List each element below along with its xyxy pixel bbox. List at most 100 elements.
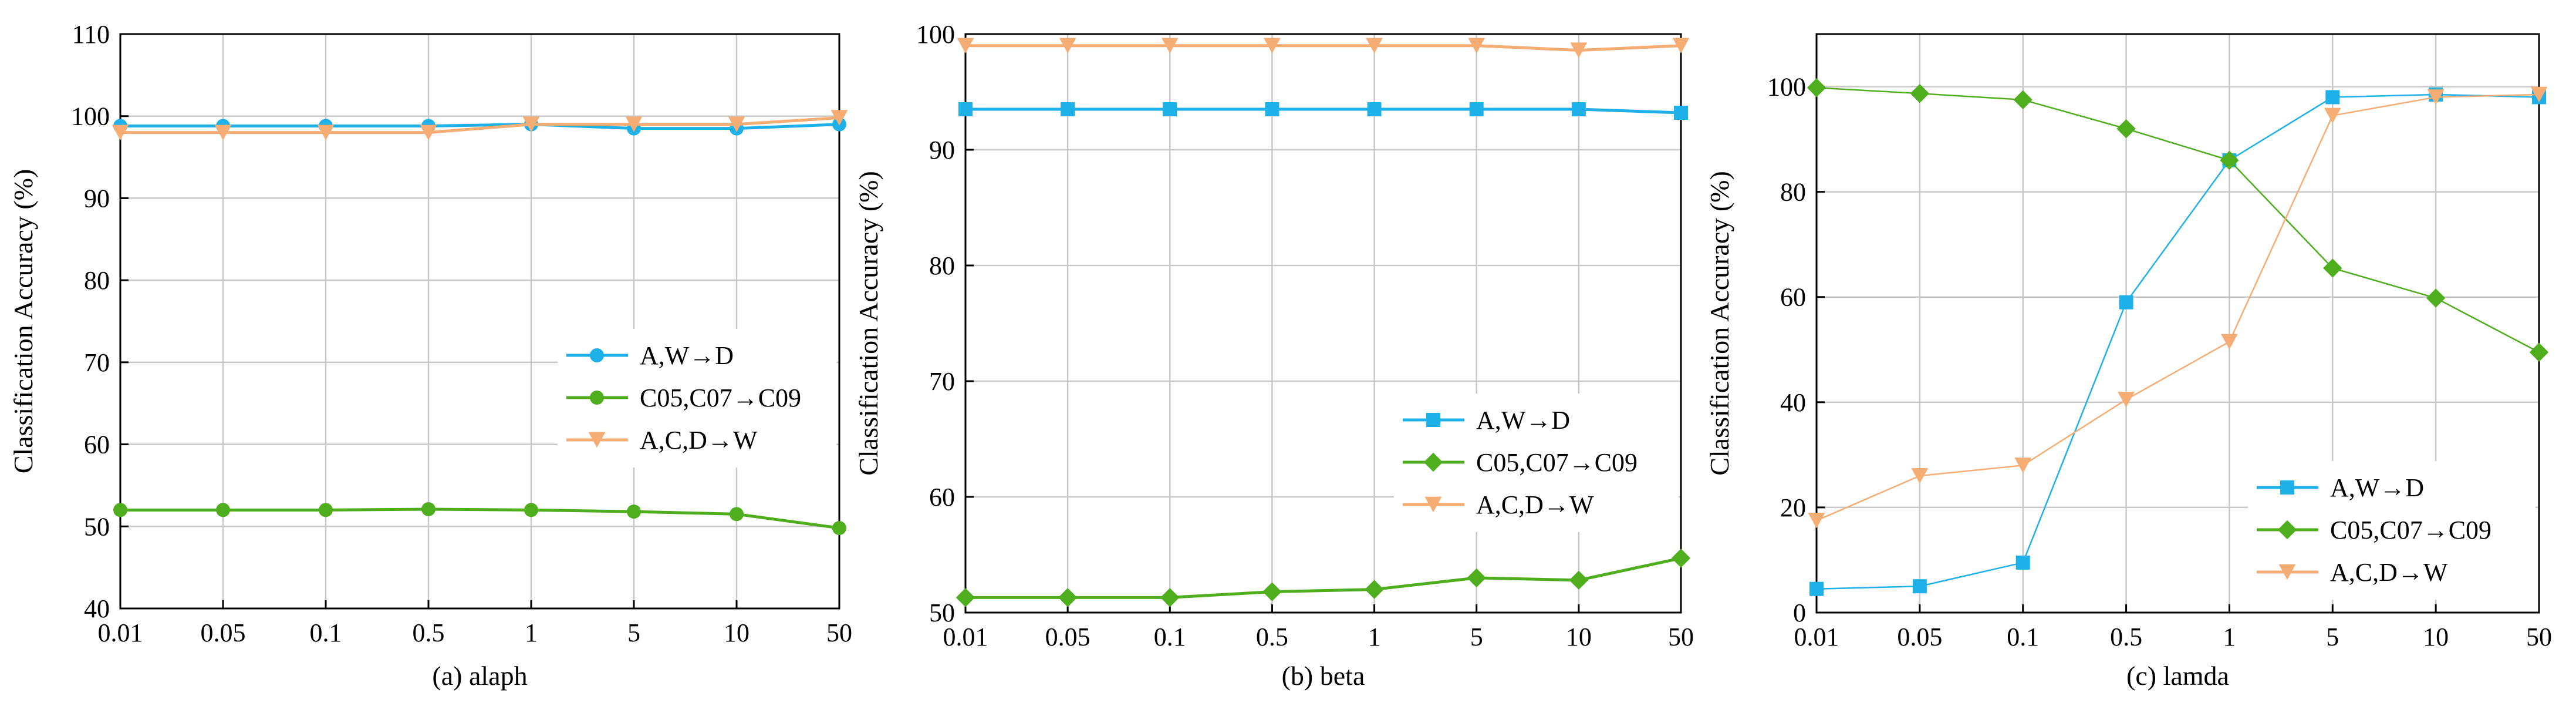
- data-point: [2118, 392, 2135, 408]
- series-line: [1816, 93, 2540, 522]
- data-point: [319, 503, 333, 517]
- data-point: [2324, 107, 2341, 123]
- data-point: [625, 116, 643, 132]
- y-tick-label: 70: [929, 367, 955, 396]
- y-tick-label: 50: [929, 598, 955, 627]
- x-tick-label: 0.01: [98, 618, 143, 647]
- data-point: [1059, 38, 1076, 53]
- legend-marker: [2278, 564, 2296, 580]
- data-point: [1671, 549, 1691, 568]
- legend-label: A,C,D→W: [640, 426, 758, 455]
- data-point: [421, 502, 435, 516]
- data-point: [627, 505, 641, 519]
- data-point: [214, 125, 232, 140]
- x-tick-label: 10: [1566, 623, 1592, 651]
- series-line: [965, 556, 1682, 599]
- y-tick-label: 50: [84, 512, 110, 541]
- data-point: [1809, 581, 1824, 596]
- data-point: [2013, 90, 2033, 110]
- data-point: [1161, 38, 1179, 53]
- data-point: [830, 110, 848, 126]
- x-tick-label: 10: [724, 618, 749, 647]
- data-point: [1672, 38, 1690, 53]
- legend-marker: [1426, 413, 1440, 427]
- data-point: [1367, 102, 1382, 117]
- data-point: [728, 116, 745, 132]
- legend: A,W→D C05,C07→C09 A,C,D→W: [2248, 461, 2536, 600]
- x-tick-label: 0.5: [2110, 623, 2142, 651]
- series-1: [113, 502, 846, 536]
- plot-frame: [1815, 33, 2540, 614]
- series-2: [957, 38, 1690, 58]
- x-tick-label: 1: [1368, 623, 1381, 651]
- y-tick-label: 60: [1780, 283, 1806, 312]
- legend-label: C05,C07→C09: [1476, 448, 1638, 477]
- series-line: [1816, 87, 2540, 353]
- data-point: [1366, 38, 1383, 53]
- data-point: [1912, 579, 1927, 594]
- data-point: [1365, 580, 1384, 599]
- x-tick-label: 0.5: [1256, 623, 1288, 651]
- data-point: [1807, 78, 1827, 97]
- series-line: [965, 44, 1682, 52]
- data-point: [1569, 570, 1589, 590]
- y-tick-label: 70: [84, 348, 110, 377]
- data-point: [2323, 258, 2342, 278]
- data-point: [832, 521, 846, 536]
- data-point: [958, 102, 973, 117]
- legend-marker: [1424, 496, 1442, 513]
- data-point: [730, 507, 744, 522]
- series-line: [965, 107, 1682, 115]
- y-tick-label: 60: [84, 431, 110, 459]
- legend: A,W→D C05,C07→C09 A,C,D→W: [558, 329, 836, 468]
- data-point: [113, 503, 127, 517]
- x-tick-label: 0.05: [201, 618, 246, 647]
- data-point: [957, 38, 974, 53]
- data-point: [1058, 588, 1078, 607]
- data-point: [2529, 342, 2549, 362]
- data-point: [1571, 102, 1586, 117]
- x-tick-label: 50: [1668, 623, 1694, 651]
- series-1: [1807, 78, 2549, 362]
- legend: A,W→D C05,C07→C09 A,C,D→W: [1394, 394, 1679, 532]
- data-point: [1262, 582, 1282, 601]
- data-point: [1264, 38, 1281, 53]
- y-tick-label: 100: [1767, 73, 1806, 102]
- data-point: [2014, 458, 2032, 473]
- data-point: [1469, 102, 1484, 117]
- y-tick-label: 60: [929, 483, 955, 512]
- data-point: [1570, 42, 1588, 58]
- x-tick-label: 0.5: [413, 618, 445, 647]
- series-line: [120, 123, 840, 130]
- series-2: [112, 110, 848, 140]
- x-tick-label: 50: [826, 618, 852, 647]
- legend-marker: [590, 391, 604, 405]
- x-tick-label: 1: [2223, 623, 2236, 651]
- data-point: [2427, 89, 2445, 105]
- y-axis-label: Classification Accuracy (%): [1704, 171, 1734, 476]
- data-point: [1468, 38, 1485, 53]
- x-tick-label: 1: [525, 618, 538, 647]
- y-tick-label: 90: [84, 184, 110, 213]
- legend-label: A,C,D→W: [1476, 490, 1594, 519]
- y-tick-label: 110: [72, 20, 110, 49]
- legend-label: A,C,D→W: [2330, 558, 2448, 587]
- chart-panel-0: 40 50 60 70 80 90 100 110 0.01 0.05 0.1 0.5 1 5 10 50 Cl…: [8, 20, 852, 691]
- legend-marker: [588, 432, 606, 448]
- data-point: [1163, 102, 1177, 117]
- data-point: [522, 116, 540, 132]
- data-point: [1160, 588, 1180, 607]
- series-1: [956, 549, 1691, 607]
- y-tick-label: 0: [1793, 598, 1806, 627]
- y-tick-label: 80: [1780, 178, 1806, 207]
- chart-caption: (b) beta: [1282, 661, 1365, 691]
- data-point: [2221, 334, 2238, 350]
- data-point: [112, 125, 129, 140]
- y-tick-label: 40: [1780, 388, 1806, 417]
- x-tick-label: 0.01: [943, 623, 988, 651]
- legend-label: A,W→D: [2330, 473, 2424, 502]
- legend-label: C05,C07→C09: [640, 384, 801, 412]
- data-point: [2530, 86, 2548, 103]
- data-point: [956, 588, 975, 607]
